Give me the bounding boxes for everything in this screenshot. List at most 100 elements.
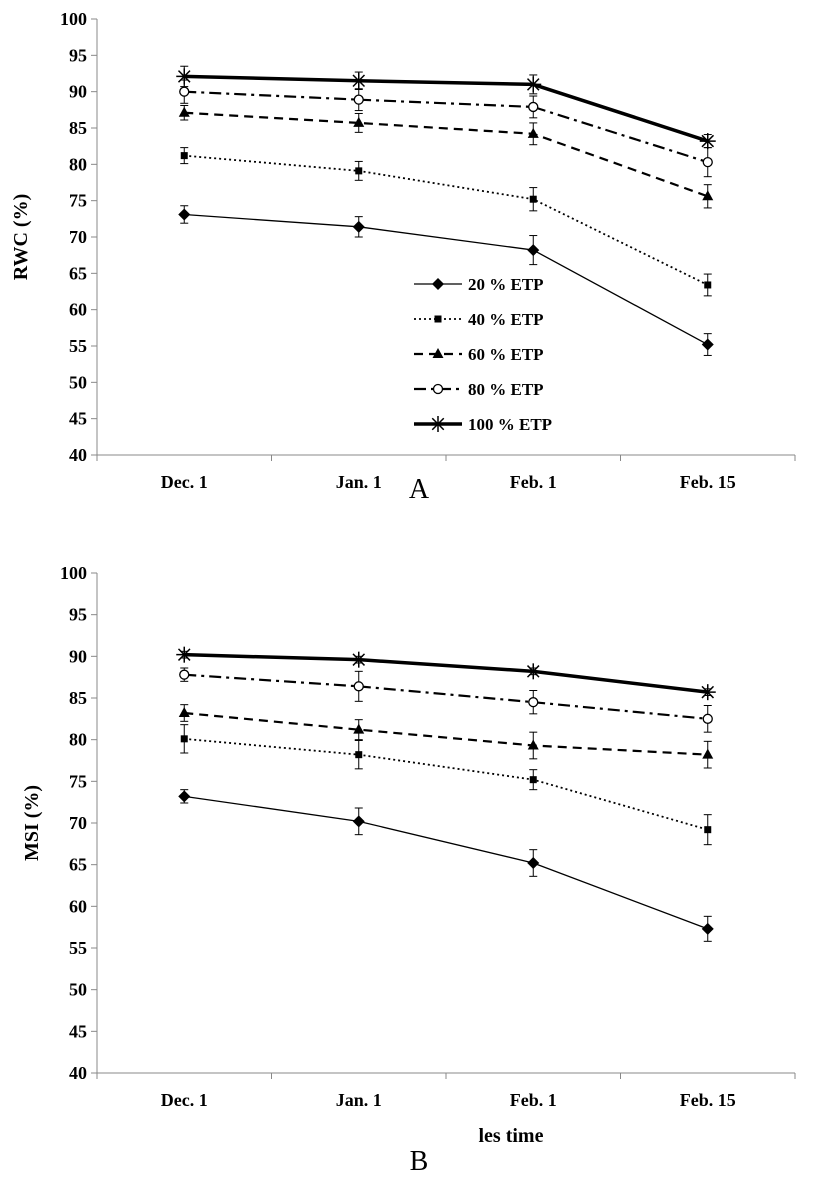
data-point-asterisk xyxy=(525,76,542,93)
y-tick-label: 80 xyxy=(69,730,87,750)
data-point-asterisk xyxy=(430,416,446,432)
y-tick-label: 95 xyxy=(69,45,87,65)
y-tick-label: 90 xyxy=(69,82,87,102)
data-point-diamond xyxy=(352,220,365,233)
asterisk-stroke xyxy=(431,417,445,431)
series-2 xyxy=(180,724,712,846)
data-point-diamond xyxy=(352,815,365,828)
asterisk-stroke xyxy=(526,665,540,678)
series-4 xyxy=(179,667,713,733)
y-tick-label: 80 xyxy=(69,154,87,174)
series-3 xyxy=(178,104,714,209)
series-line xyxy=(184,795,708,930)
data-point-circle xyxy=(353,681,364,692)
series-4 xyxy=(179,79,713,178)
data-point-asterisk xyxy=(525,663,542,680)
data-point-square xyxy=(355,167,363,175)
asterisk-stroke xyxy=(701,685,715,699)
panel-label: A xyxy=(409,474,430,505)
y-tick-label: 45 xyxy=(69,409,87,429)
x-tick-label: Dec. 1 xyxy=(161,1090,208,1110)
series-line xyxy=(184,111,709,198)
asterisk-stroke xyxy=(526,78,540,91)
data-point-diamond xyxy=(701,338,714,351)
y-tick-label: 60 xyxy=(69,300,87,320)
legend-item: 20 % ETP xyxy=(414,275,544,294)
data-point-triangle xyxy=(353,723,365,734)
data-point-triangle xyxy=(702,190,714,201)
data-point-circle xyxy=(432,383,444,395)
data-point-asterisk xyxy=(699,684,716,701)
y-tick-label: 85 xyxy=(69,118,87,138)
legend-item: 100 % ETP xyxy=(414,415,552,434)
data-point-circle xyxy=(528,697,539,708)
data-point-asterisk xyxy=(176,646,193,663)
x-tick-label: Jan. 1 xyxy=(336,1090,382,1110)
x-tick-label: Feb. 15 xyxy=(680,472,736,492)
data-point-diamond xyxy=(432,278,444,290)
data-point-square xyxy=(434,315,442,323)
y-tick-label: 65 xyxy=(69,263,87,283)
series-line xyxy=(184,74,709,143)
data-point-circle xyxy=(702,713,713,724)
data-point-asterisk xyxy=(176,68,193,85)
data-point-triangle xyxy=(353,116,365,127)
y-tick-label: 65 xyxy=(69,855,87,875)
y-tick-label: 55 xyxy=(69,336,87,356)
data-point-diamond xyxy=(178,208,191,221)
y-tick-label: 95 xyxy=(69,605,87,625)
y-tick-label: 75 xyxy=(69,191,87,211)
asterisk-stroke xyxy=(177,648,191,661)
x-tick-label: Dec. 1 xyxy=(161,472,208,492)
data-point-circle xyxy=(353,94,364,105)
series-1 xyxy=(178,205,714,356)
data-point-square xyxy=(529,195,537,203)
series-5 xyxy=(176,65,716,150)
asterisk-stroke xyxy=(352,74,366,88)
y-tick-label: 50 xyxy=(69,372,87,392)
data-point-square xyxy=(529,776,537,784)
data-point-square xyxy=(180,152,188,160)
y-tick-label: 40 xyxy=(69,1063,87,1083)
x-tick-label: Feb. 15 xyxy=(680,1090,736,1110)
legend-label: 20 % ETP xyxy=(468,275,544,294)
data-point-triangle xyxy=(702,748,714,759)
y-axis-title: RWC (%) xyxy=(10,194,32,281)
data-point-circle xyxy=(179,669,190,680)
series-line xyxy=(184,90,709,164)
x-tick-label: Jan. 1 xyxy=(336,472,382,492)
data-point-asterisk xyxy=(699,133,716,150)
y-tick-label: 45 xyxy=(69,1021,87,1041)
y-tick-label: 100 xyxy=(60,563,87,583)
y-tick-label: 75 xyxy=(69,771,87,791)
y-tick-label: 55 xyxy=(69,938,87,958)
x-axis-title: les time xyxy=(479,1125,544,1147)
data-point-diamond xyxy=(527,857,540,869)
asterisk-stroke xyxy=(701,134,715,148)
x-tick-label: Feb. 1 xyxy=(510,472,557,492)
legend-item: 60 % ETP xyxy=(414,345,544,364)
y-tick-label: 50 xyxy=(69,980,87,1000)
y-tick-label: 40 xyxy=(69,445,87,465)
legend: 20 % ETP 40 % ETP 60 % ETP 80 % ETP 100 % ET… xyxy=(414,275,552,434)
data-point-square xyxy=(180,735,188,743)
data-point-triangle xyxy=(178,707,190,717)
data-point-diamond xyxy=(701,922,714,935)
data-point-circle xyxy=(702,157,713,168)
legend-label: 60 % ETP xyxy=(468,345,544,364)
data-point-diamond xyxy=(527,244,540,257)
data-point-triangle xyxy=(178,106,190,117)
data-point-asterisk xyxy=(350,72,367,89)
data-point-circle xyxy=(179,86,190,97)
x-tick-label: Feb. 1 xyxy=(510,1090,557,1110)
y-tick-label: 70 xyxy=(69,813,87,833)
data-point-square xyxy=(704,281,712,289)
panel-label: B xyxy=(410,1146,429,1177)
y-tick-label: 90 xyxy=(69,646,87,666)
legend-item: 80 % ETP xyxy=(414,380,544,399)
y-tick-label: 60 xyxy=(69,896,87,916)
asterisk-stroke xyxy=(177,70,191,83)
series-5 xyxy=(176,646,716,701)
data-point-triangle xyxy=(432,348,444,358)
data-point-square xyxy=(704,826,712,834)
